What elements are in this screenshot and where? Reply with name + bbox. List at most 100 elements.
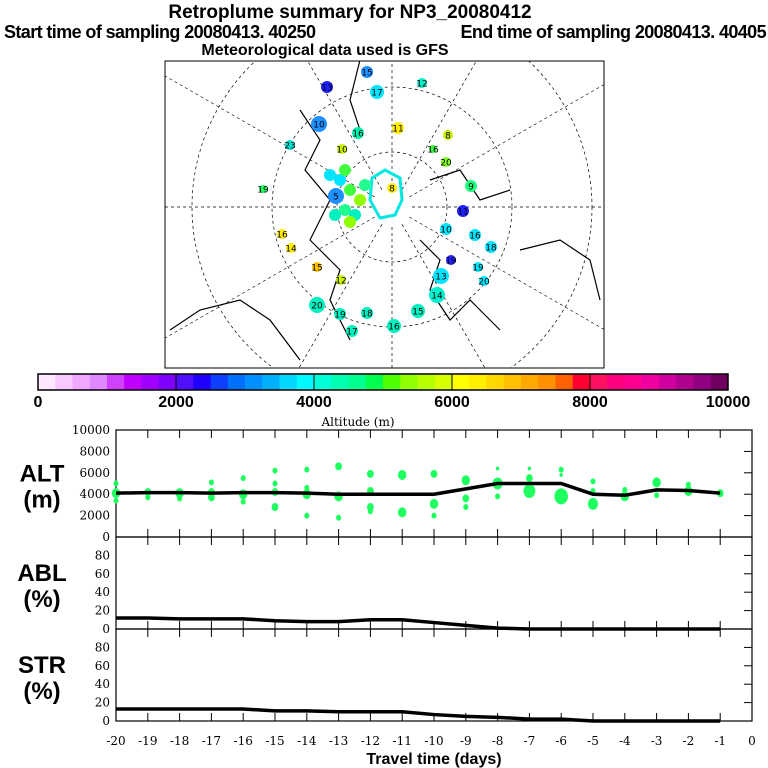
marker-label: 19: [257, 186, 269, 196]
panel-label: ABL: [17, 560, 66, 587]
trajectory-marker: [329, 209, 341, 221]
colorbar-swatch: [193, 374, 211, 390]
marker-circle: [411, 304, 425, 318]
x-tick-label: -1: [714, 734, 726, 748]
map-marker: 5: [328, 188, 344, 204]
colorbar-swatch: [296, 374, 315, 390]
marker-circle: [277, 229, 287, 239]
marker-label: 19: [472, 264, 484, 274]
altitude-point: [367, 508, 373, 515]
marker-circle: [429, 287, 445, 303]
altitude-point: [590, 478, 596, 485]
coastline: [169, 299, 301, 361]
x-tick-label: 0: [748, 734, 756, 748]
marker-circle: [361, 66, 373, 78]
x-axis-label: Travel time (days): [366, 751, 501, 768]
altitude-point: [430, 469, 438, 478]
y-tick-label: 8000: [79, 444, 110, 458]
map-marker: 20: [309, 297, 325, 313]
x-tick-label: -15: [265, 734, 284, 748]
colorbar-swatch: [676, 374, 694, 390]
map-marker: 13: [321, 81, 333, 94]
map-marker: 15: [311, 262, 323, 274]
altitude-point: [113, 497, 119, 504]
marker-label: 23: [284, 142, 295, 152]
x-tick-label: -20: [106, 734, 125, 748]
latitude-circle: [336, 151, 448, 263]
trajectory-marker: [359, 179, 371, 191]
colorbar-swatch: [314, 374, 332, 390]
y-tick-label: 60: [95, 659, 110, 673]
map-marker: 12: [416, 78, 428, 90]
colorbar-swatch: [158, 374, 177, 390]
altitude-point: [367, 469, 374, 478]
marker-circle: [321, 81, 333, 93]
map-marker: 15: [411, 304, 425, 318]
panel-label: ALT: [20, 461, 65, 488]
colorbar-swatch: [538, 374, 556, 390]
coastline: [419, 239, 501, 331]
marker-label: 15: [412, 308, 423, 318]
altitude-point: [554, 488, 568, 505]
colorbar-swatch: [417, 374, 436, 390]
map-marker: 15: [361, 66, 373, 79]
met-data-label: Meteorological data used is GFS: [201, 42, 449, 59]
coastline: [519, 239, 601, 301]
map-marker: 12: [335, 275, 347, 287]
map-marker: 8: [443, 130, 453, 142]
start-time-label: Start time of sampling 20080413. 40250: [4, 22, 316, 42]
altitude-point: [397, 469, 407, 480]
marker-circle: [370, 85, 384, 99]
marker-label: 8: [445, 132, 451, 142]
x-tick-label: -13: [329, 734, 348, 748]
x-tick-label: -5: [587, 734, 599, 748]
map-marker: 16: [276, 229, 288, 241]
marker-circle: [387, 319, 401, 333]
y-tick-label: 80: [95, 548, 110, 562]
y-tick-label: 20: [95, 604, 110, 618]
chart-title: Retroplume summary for NP3_20080412: [168, 2, 532, 23]
y-tick-label: 4000: [79, 487, 110, 501]
marker-label: 12: [335, 277, 346, 287]
colorbar-swatch: [452, 374, 470, 390]
colorbar-swatch: [72, 374, 91, 390]
altitude-point: [523, 483, 536, 498]
colorbar-axis-label: Altitude (m): [320, 415, 394, 429]
end-time-label: End time of sampling 20080413. 40405: [460, 22, 766, 42]
map-marker: 20: [478, 276, 490, 288]
colorbar-swatch: [38, 374, 56, 390]
map-marker: 18: [485, 241, 497, 254]
trajectory-marker: [354, 194, 366, 206]
colorbar-swatch: [124, 374, 142, 390]
marker-circle: [441, 157, 451, 167]
colorbar-tick-label: 4000: [296, 394, 332, 411]
map-marker: 19: [334, 308, 346, 321]
colorbar-swatch: [141, 374, 160, 390]
y-tick-label: 0: [102, 714, 110, 728]
x-tick-label: -12: [361, 734, 380, 748]
altitude-point: [272, 467, 278, 474]
trajectory-marker: [344, 184, 356, 196]
marker-label: 16: [352, 130, 364, 140]
marker-circle: [433, 268, 449, 284]
panel-unit-label: (m): [23, 487, 60, 514]
marker-label: 10: [440, 226, 452, 236]
colorbar-swatch: [486, 374, 505, 390]
x-tick-label: -16: [234, 734, 253, 748]
mean-line: [115, 481, 721, 498]
map-marker: 10: [311, 116, 327, 132]
marker-circle: [457, 205, 469, 217]
y-tick-label: 10000: [72, 423, 110, 437]
panel-alt: 0 2000 4000 6000 8000 10000 ALT(m): [20, 423, 753, 544]
altitude-point: [463, 504, 469, 511]
altitude-point: [304, 466, 310, 473]
x-tick-label: -19: [138, 734, 157, 748]
marker-circle: [440, 223, 452, 235]
panel-frame: [115, 536, 753, 630]
map-marker: 16: [469, 229, 481, 242]
altitude-point: [271, 503, 279, 512]
marker-label: 18: [485, 244, 497, 254]
